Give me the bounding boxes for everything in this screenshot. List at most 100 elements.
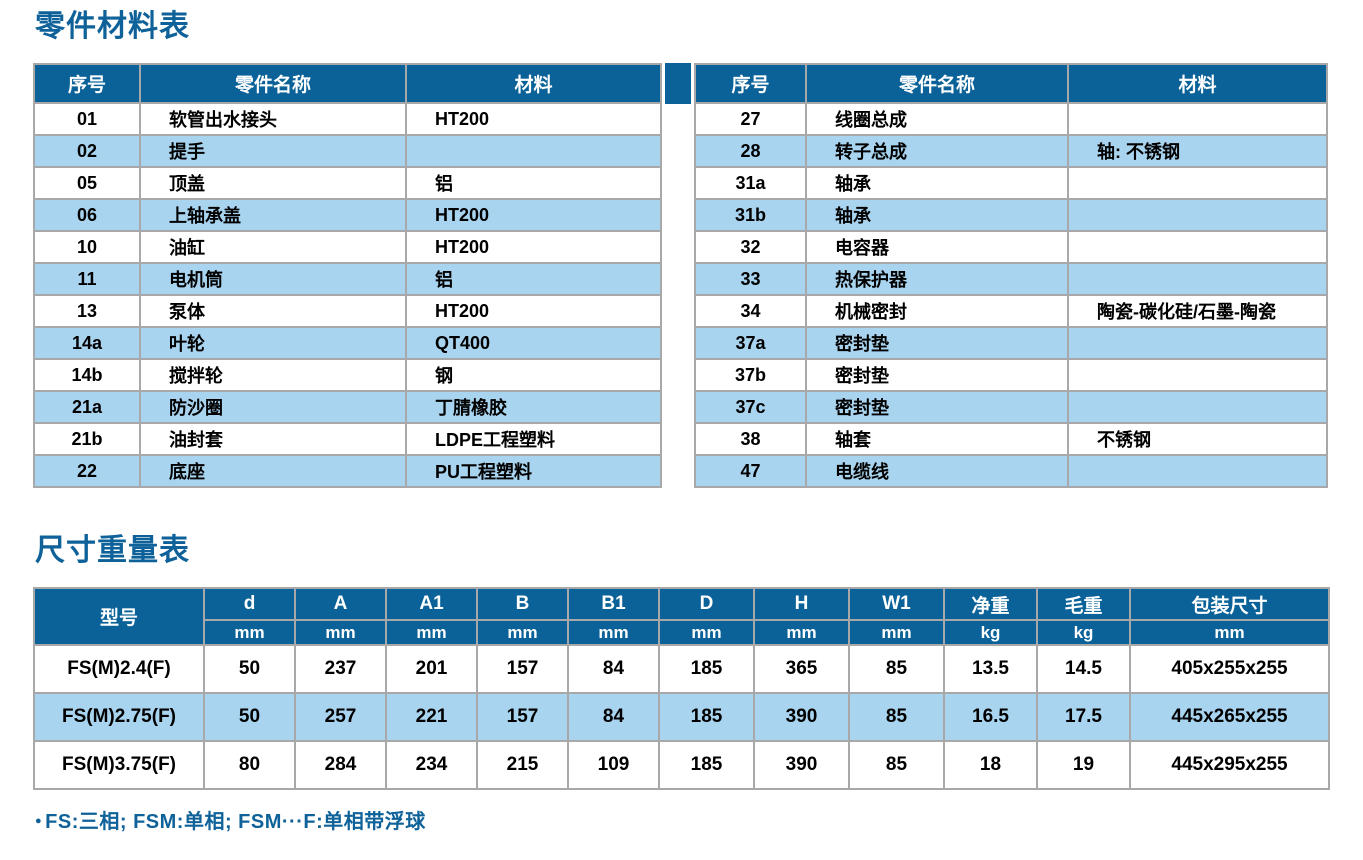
dimension-row: FS(M)2.75(F) 50 257 221 157 84 185 390 85 16.5 17.… xyxy=(33,692,1330,742)
part-material-cell xyxy=(1067,230,1328,264)
dimension-value-cell: 84 xyxy=(567,692,660,742)
part-name-cell: 叶轮 xyxy=(139,326,407,360)
dimension-value-cell: 390 xyxy=(753,692,850,742)
part-name-cell: 油缸 xyxy=(139,230,407,264)
dimensions-table-title: 尺寸重量表 xyxy=(35,534,190,567)
bullet-icon: ● xyxy=(35,815,43,827)
dimension-value-cell: 19 xyxy=(1036,740,1131,790)
model-cell: FS(M)3.75(F) xyxy=(33,740,205,790)
column-header-name: 零件名称 xyxy=(805,63,1069,104)
dimension-unit-header: mm xyxy=(848,619,945,646)
part-no-cell: 33 xyxy=(694,262,807,296)
dimension-value-cell: 215 xyxy=(476,740,569,790)
column-header-material: 材料 xyxy=(405,63,662,104)
dimension-column-header: B1 xyxy=(567,587,660,621)
part-material-cell: LDPE工程塑料 xyxy=(405,422,662,456)
part-name-cell: 密封垫 xyxy=(805,390,1069,424)
dimension-column-header: B xyxy=(476,587,569,621)
part-row: 31a 轴承 xyxy=(694,166,1328,200)
model-cell: FS(M)2.4(F) xyxy=(33,644,205,694)
part-name-cell: 底座 xyxy=(139,454,407,488)
part-material-cell: 钢 xyxy=(405,358,662,392)
part-row: 37a 密封垫 xyxy=(694,326,1328,360)
dimension-column-header: d xyxy=(203,587,296,621)
dimension-column-header: 包装尺寸 xyxy=(1129,587,1330,621)
part-name-cell: 轴承 xyxy=(805,198,1069,232)
dimension-value-cell: 109 xyxy=(567,740,660,790)
part-row: 05 顶盖铝 xyxy=(33,166,662,200)
part-no-cell: 21a xyxy=(33,390,141,424)
dimension-unit-header: mm xyxy=(753,619,850,646)
part-no-cell: 37a xyxy=(694,326,807,360)
part-row: 47 电缆线 xyxy=(694,454,1328,488)
dimension-value-cell: 234 xyxy=(385,740,478,790)
part-no-cell: 47 xyxy=(694,454,807,488)
dimension-value-cell: 85 xyxy=(848,692,945,742)
dimension-unit-header: mm xyxy=(385,619,478,646)
dimension-value-cell: 445x265x255 xyxy=(1129,692,1330,742)
dimension-row: FS(M)3.75(F) 80 284 234 215 109 185 390 85 18 19 44… xyxy=(33,740,1330,790)
part-name-cell: 轴套 xyxy=(805,422,1069,456)
dimension-column-header: A xyxy=(294,587,387,621)
part-no-cell: 34 xyxy=(694,294,807,328)
dimension-unit-header: kg xyxy=(943,619,1038,646)
parts-table-left: 序号 零件名称 材料 01 软管出水接头 HT200 02 提手 05 顶盖铝 06 上轴承盖 H… xyxy=(33,63,662,488)
column-header-material: 材料 xyxy=(1067,63,1328,104)
dimension-value-cell: 16.5 xyxy=(943,692,1038,742)
dimension-value-cell: 201 xyxy=(385,644,478,694)
part-row: 37c 密封垫 xyxy=(694,390,1328,424)
column-header-no: 序号 xyxy=(694,63,807,104)
part-no-cell: 32 xyxy=(694,230,807,264)
part-row: 10 油缸 HT200 xyxy=(33,230,662,264)
spec-sheet-page: 零件材料表 序号 零件名称 材料 01 软管出水接头 HT200 02 提手 05 顶盖铝 0… xyxy=(33,10,1330,834)
model-legend-note: ● FS:三相; FSM:单相; FSM···F:单相带浮球 xyxy=(35,805,1328,834)
model-cell: FS(M)2.75(F) xyxy=(33,692,205,742)
dimension-value-cell: 390 xyxy=(753,740,850,790)
part-row: 06 上轴承盖 HT200 xyxy=(33,198,662,232)
part-row: 21b 油封套 LDPE工程塑料 xyxy=(33,422,662,456)
part-name-cell: 防沙圈 xyxy=(139,390,407,424)
part-material-cell: 丁腈橡胶 xyxy=(405,390,662,424)
dimension-row: FS(M)2.4(F) 50 237 201 157 84 185 365 85 13.5 14.5… xyxy=(33,644,1330,694)
part-name-cell: 热保护器 xyxy=(805,262,1069,296)
part-name-cell: 密封垫 xyxy=(805,326,1069,360)
part-material-cell: 陶瓷-碳化硅/石墨-陶瓷 xyxy=(1067,294,1328,328)
dimension-unit-header: kg xyxy=(1036,619,1131,646)
part-material-cell xyxy=(1067,198,1328,232)
dimension-column-header: 毛重 xyxy=(1036,587,1131,621)
part-material-cell xyxy=(1067,454,1328,488)
dimension-column-header: H xyxy=(753,587,850,621)
dims-unit-header-row: mm mm mm mm mm mm mm mm kg kg mm xyxy=(34,619,1330,646)
dimension-value-cell: 185 xyxy=(658,644,755,694)
part-row: 13 泵体 HT200 xyxy=(33,294,662,328)
part-row: 34 机械密封 陶瓷-碳化硅/石墨-陶瓷 xyxy=(694,294,1328,328)
part-row: 01 软管出水接头 HT200 xyxy=(33,102,662,136)
part-material-cell: QT400 xyxy=(405,326,662,360)
dimension-value-cell: 50 xyxy=(203,692,296,742)
dimension-value-cell: 445x295x255 xyxy=(1129,740,1330,790)
parts-table-title: 零件材料表 xyxy=(35,10,190,43)
dims-label-header-row: 型号 d A A1 B B1 D H W1 净重 毛重 包装尺寸 xyxy=(33,587,1330,646)
dimension-value-cell: 50 xyxy=(203,644,296,694)
part-material-cell: 铝 xyxy=(405,262,662,296)
part-name-cell: 搅拌轮 xyxy=(139,358,407,392)
part-no-cell: 06 xyxy=(33,198,141,232)
dimension-value-cell: 157 xyxy=(476,692,569,742)
part-row: 38 轴套 不锈钢 xyxy=(694,422,1328,456)
part-name-cell: 电机筒 xyxy=(139,262,407,296)
part-material-cell: 铝 xyxy=(405,166,662,200)
part-material-cell xyxy=(405,134,662,168)
part-no-cell: 37c xyxy=(694,390,807,424)
dimension-value-cell: 185 xyxy=(658,692,755,742)
dimension-value-cell: 237 xyxy=(294,644,387,694)
column-header-no: 序号 xyxy=(33,63,141,104)
part-no-cell: 14b xyxy=(33,358,141,392)
part-no-cell: 31b xyxy=(694,198,807,232)
part-name-cell: 电缆线 xyxy=(805,454,1069,488)
part-material-cell: HT200 xyxy=(405,198,662,232)
parts-table-right: 序号 零件名称 材料 27 线圈总成 28 转子总成 轴: 不锈钢 31a 轴承 31b 轴承 3… xyxy=(694,63,1328,488)
part-material-cell xyxy=(1067,166,1328,200)
part-name-cell: 轴承 xyxy=(805,166,1069,200)
part-material-cell: HT200 xyxy=(405,294,662,328)
part-material-cell xyxy=(1067,262,1328,296)
